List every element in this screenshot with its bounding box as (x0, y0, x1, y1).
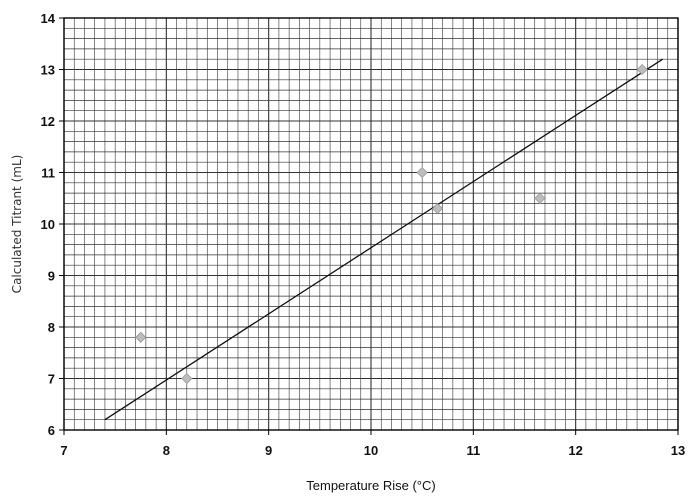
x-tick-label: 9 (265, 443, 272, 458)
trendline (104, 58, 664, 421)
y-tick-label: 14 (41, 11, 56, 26)
x-tick-labels: 7 8 9 10 11 12 13 (60, 443, 685, 458)
y-axis-label: Calculated Titrant (mL) (10, 155, 24, 294)
x-axis-label: Temperature Rise (°C) (306, 478, 435, 493)
x-tick-label: 12 (568, 443, 582, 458)
x-tick-label: 7 (60, 443, 67, 458)
trendline-group (104, 58, 664, 421)
y-tick-labels: 6 7 8 9 10 11 12 13 14 (41, 11, 56, 438)
y-tick-label: 12 (41, 114, 55, 129)
data-points (135, 63, 648, 385)
y-tick-label: 7 (48, 372, 55, 387)
data-point (534, 192, 546, 204)
data-point (636, 63, 648, 76)
x-tick-label: 11 (466, 443, 480, 458)
data-point (431, 202, 444, 215)
x-tick-label: 13 (671, 443, 685, 458)
data-point (416, 166, 428, 179)
x-tick-label: 10 (364, 443, 378, 458)
data-point (135, 331, 147, 343)
axes (59, 17, 679, 435)
gridlines (63, 17, 679, 431)
x-tick-label: 8 (163, 443, 170, 458)
y-tick-label: 8 (48, 320, 55, 335)
y-tick-label: 6 (48, 423, 55, 438)
y-tick-label: 11 (41, 166, 55, 181)
data-point (181, 372, 193, 385)
y-tick-label: 13 (41, 63, 55, 78)
y-tick-label: 10 (41, 217, 55, 232)
y-tick-label: 9 (48, 269, 55, 284)
